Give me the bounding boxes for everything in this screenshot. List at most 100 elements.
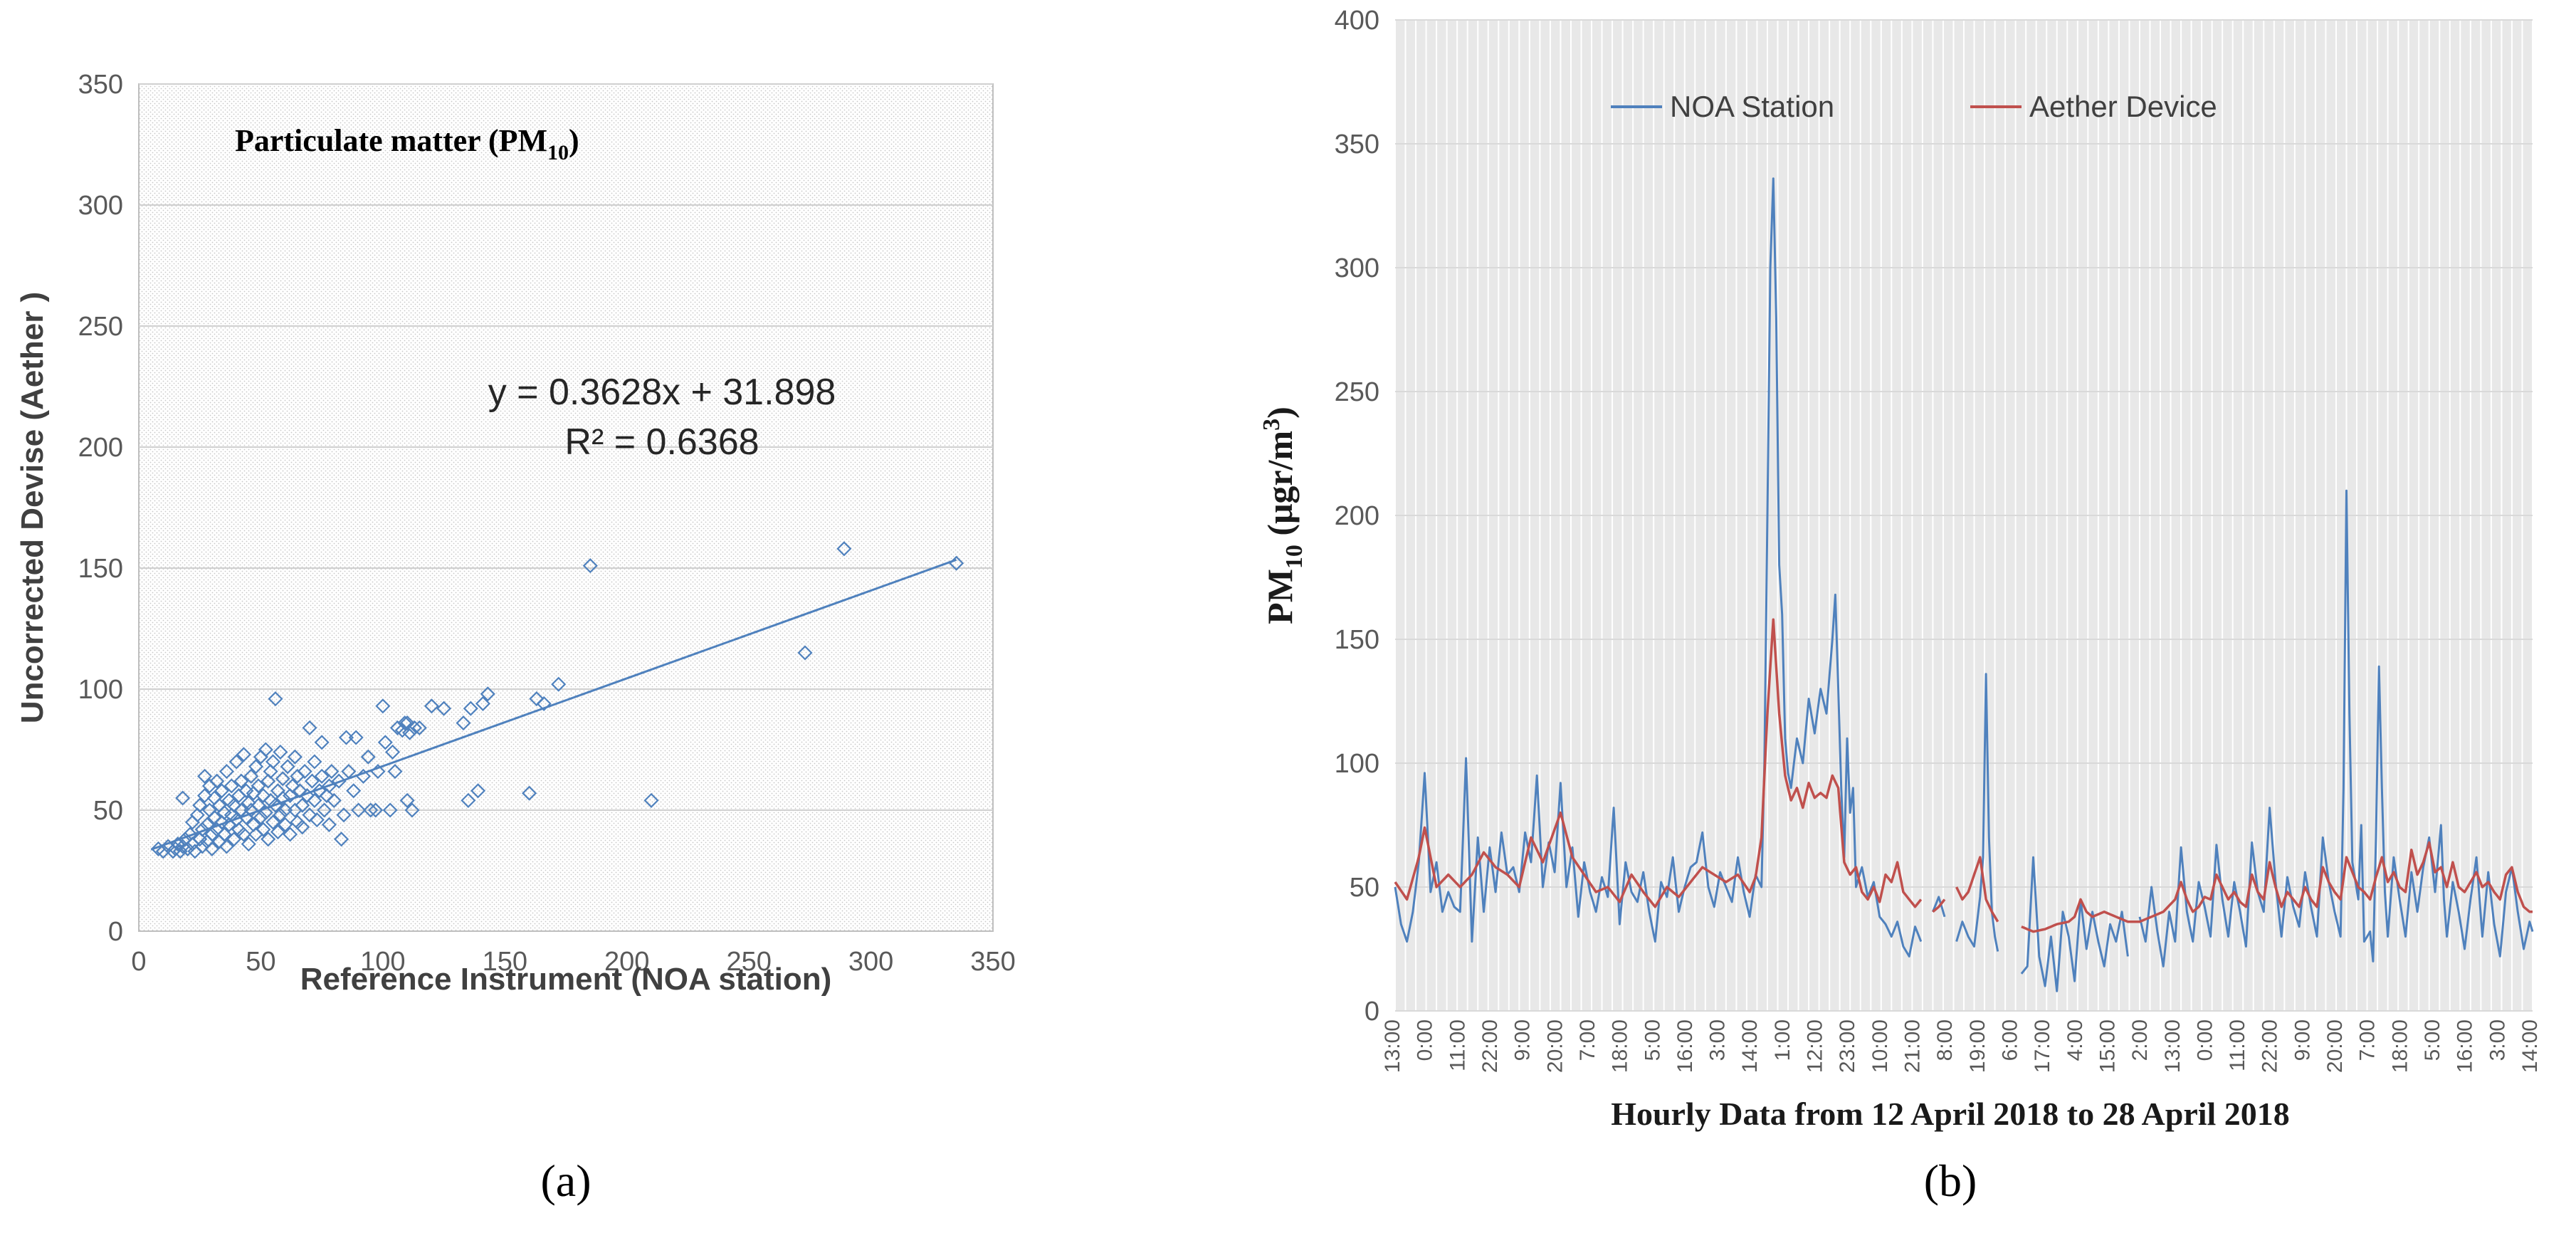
timeseries-y-tick-label: 50	[1350, 873, 1379, 903]
scatter-point	[551, 676, 567, 692]
scatter-point	[192, 832, 208, 847]
scatter-point	[266, 754, 281, 770]
panel-label-a: (a)	[540, 1155, 591, 1206]
timeseries-x-tick-label: 12:00	[1804, 1019, 1827, 1073]
timeseries-y-axis-title: PM10 (μgr/m3)	[1258, 406, 1308, 624]
timeseries-x-tick-label: 19:00	[1966, 1019, 1989, 1073]
scatter-point	[529, 691, 545, 707]
scatter-point	[263, 764, 278, 780]
scatter-point	[253, 809, 268, 825]
timeseries-x-tick-label: 11:00	[2226, 1019, 2249, 1071]
timeseries-x-tick-label: 10:00	[1868, 1019, 1892, 1073]
scatter-y-tick-label: 200	[78, 433, 123, 463]
scatter-point	[214, 814, 230, 830]
timeseries-x-tick-label: 16:00	[2454, 1019, 2477, 1073]
scatter-point	[270, 824, 285, 840]
scatter-point	[155, 844, 171, 859]
scatter-point	[256, 788, 271, 804]
scatter-x-tick-label: 300	[848, 947, 893, 977]
scatter-point	[387, 764, 403, 780]
scatter-point	[172, 844, 188, 859]
scatter-point	[236, 747, 251, 762]
scatter-point	[287, 749, 303, 765]
scatter-point	[582, 558, 598, 574]
scatter-point	[456, 715, 471, 731]
timeseries-x-tick-label: 9:00	[1511, 1019, 1535, 1061]
scatter-point	[180, 841, 196, 856]
scatter-y-tick-label: 300	[78, 191, 123, 221]
timeseries-x-tick-label: 13:00	[1381, 1019, 1404, 1073]
timeseries-x-tick-label: 0:00	[1414, 1019, 1437, 1061]
scatter-point	[204, 841, 220, 856]
scatter-point	[363, 802, 379, 818]
timeseries-y-tick-label: 300	[1335, 253, 1379, 283]
scatter-point	[836, 541, 852, 557]
legend-label-noa-station: NOA Station	[1670, 90, 1834, 123]
scatter-y-tick-label: 150	[78, 554, 123, 584]
scatter-point	[375, 698, 391, 714]
scatter-point	[251, 778, 266, 794]
scatter-point	[302, 720, 317, 735]
scatter-point	[233, 773, 249, 789]
scatter-point	[326, 792, 342, 808]
scatter-point	[297, 764, 312, 780]
scatter-point	[194, 839, 210, 854]
scatter-point	[463, 701, 478, 716]
scatter-x-tick-label: 200	[604, 947, 649, 977]
timeseries-x-tick-label: 3:00	[1706, 1019, 1730, 1061]
timeseries-x-tick-label: 22:00	[1478, 1019, 1502, 1073]
scatter-point	[209, 773, 225, 789]
scatter-x-tick-label: 0	[131, 947, 146, 977]
scatter-point	[424, 698, 439, 714]
scatter-panel: 0 50 100 150 200 250 300 350 0 50 100 150 200 250 300…	[15, 70, 1016, 1206]
timeseries-x-tick-label: 7:00	[2356, 1019, 2380, 1061]
timeseries-y-tick-label: 100	[1335, 749, 1379, 779]
scatter-point	[307, 792, 322, 808]
legend-label-aether-device: Aether Device	[2029, 90, 2217, 123]
scatter-point	[194, 822, 210, 837]
trendline	[150, 558, 957, 851]
timeseries-x-tick-label: 14:00	[1738, 1019, 1762, 1073]
scatter-y-tick-label: 0	[108, 917, 123, 947]
scatter-point	[309, 812, 325, 828]
scatter-point	[258, 742, 273, 757]
timeseries-x-tick-label: 20:00	[2323, 1019, 2347, 1073]
scatter-x-axis-title: Reference Instrument (NOA station)	[300, 962, 831, 997]
timeseries-y-tick-label: 150	[1335, 625, 1379, 655]
scatter-y-tick-label: 250	[78, 312, 123, 342]
scatter-point	[214, 783, 230, 799]
scatter-point	[204, 827, 220, 842]
scatter-point	[241, 795, 256, 811]
timeseries-x-tick-label: 20:00	[1543, 1019, 1567, 1073]
scatter-point	[268, 691, 283, 707]
timeseries-y-tick-label: 200	[1335, 501, 1379, 531]
scatter-point	[307, 754, 322, 770]
timeseries-y-tick-label: 250	[1335, 377, 1379, 407]
scatter-point	[385, 744, 401, 760]
scatter-point	[283, 788, 298, 804]
scatter-point	[197, 788, 213, 804]
scatter-point	[226, 797, 242, 813]
scatter-point	[461, 792, 476, 808]
scatter-point	[321, 817, 337, 832]
timeseries-x-tick-label: 13:00	[2161, 1019, 2185, 1073]
scatter-point	[475, 696, 490, 711]
scatter-point	[360, 749, 376, 765]
scatter-point	[243, 768, 259, 784]
scatter-point	[256, 822, 271, 837]
scatter-y-tick-label: 100	[78, 675, 123, 705]
timeseries-x-axis-title: Hourly Data from 12 April 2018 to 28 Apr…	[1611, 1096, 2290, 1132]
scatter-x-tick-label: 150	[483, 947, 527, 977]
timeseries-x-tick-label: 5:00	[2421, 1019, 2444, 1061]
scatter-point	[278, 802, 293, 818]
scatter-point	[273, 807, 288, 823]
scatter-point	[404, 802, 420, 818]
scatter-x-tick-label: 50	[246, 947, 275, 977]
scatter-points	[150, 541, 964, 859]
timeseries-x-tick-label: 4:00	[2064, 1019, 2087, 1061]
timeseries-x-tick-label: 16:00	[1673, 1019, 1697, 1073]
scatter-point	[219, 764, 234, 780]
legend: NOA Station Aether Device	[1611, 90, 2217, 123]
series-noa-station-line	[1394, 177, 2534, 992]
timeseries-x-tick-label: 23:00	[1836, 1019, 1859, 1073]
